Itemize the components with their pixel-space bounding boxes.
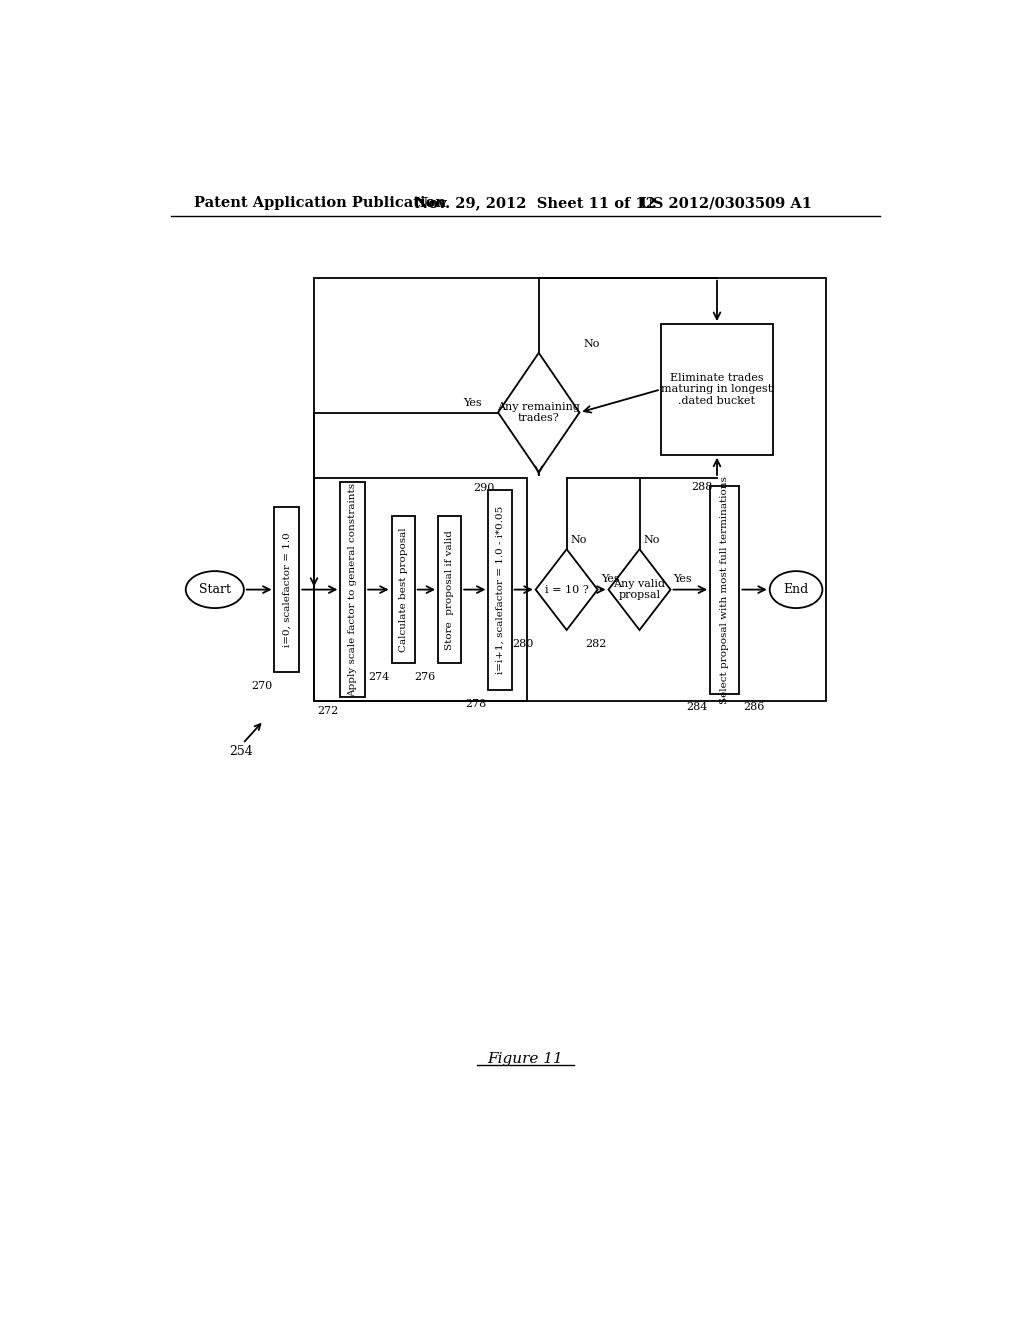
Text: i=i+1, scalefactor = 1.0 - i*0.05: i=i+1, scalefactor = 1.0 - i*0.05: [496, 506, 505, 673]
Text: Yes: Yes: [601, 574, 620, 583]
Text: 254: 254: [228, 744, 253, 758]
Text: 278: 278: [465, 698, 486, 709]
Text: 274: 274: [368, 672, 389, 681]
Text: Any remaining
trades?: Any remaining trades?: [498, 401, 581, 424]
Bar: [488, 490, 512, 689]
Text: No: No: [584, 339, 600, 348]
Text: i = 10 ?: i = 10 ?: [545, 585, 589, 594]
Text: No: No: [643, 535, 659, 545]
Text: Yes: Yes: [463, 399, 482, 408]
Text: End: End: [783, 583, 809, 597]
Text: US 2012/0303509 A1: US 2012/0303509 A1: [640, 197, 811, 210]
Text: Figure 11: Figure 11: [487, 1052, 562, 1067]
Bar: [314, 277, 825, 701]
Text: 284: 284: [686, 702, 708, 713]
Text: Select proposal with most full terminations: Select proposal with most full terminati…: [720, 475, 729, 704]
Text: 272: 272: [316, 706, 338, 717]
Text: Calculate best proposal: Calculate best proposal: [398, 527, 408, 652]
Text: No: No: [570, 535, 587, 545]
Text: 288: 288: [692, 482, 713, 492]
Text: Yes: Yes: [674, 574, 692, 583]
Text: 270: 270: [251, 681, 272, 692]
Bar: [314, 478, 527, 701]
Text: i=0, scalefactor = 1.0: i=0, scalefactor = 1.0: [283, 532, 292, 647]
Text: 290: 290: [473, 483, 495, 492]
Bar: [710, 486, 739, 693]
Text: Eliminate trades
maturing in longest
.dated bucket: Eliminate trades maturing in longest .da…: [662, 372, 773, 407]
Text: 286: 286: [743, 702, 765, 713]
Bar: [340, 482, 366, 697]
Text: Patent Application Publication: Patent Application Publication: [194, 197, 445, 210]
Text: Nov. 29, 2012  Sheet 11 of 12: Nov. 29, 2012 Sheet 11 of 12: [415, 197, 655, 210]
Text: 280: 280: [512, 639, 534, 649]
Text: Store  proposal if valid: Store proposal if valid: [445, 529, 454, 649]
Bar: [274, 507, 299, 672]
Text: Apply scale factor to general constraints: Apply scale factor to general constraint…: [348, 483, 357, 697]
Text: 276: 276: [415, 672, 435, 681]
Text: Start: Start: [199, 583, 230, 597]
Bar: [438, 516, 461, 663]
Bar: [391, 516, 415, 663]
Text: 282: 282: [585, 639, 606, 649]
Text: Any valid
propsal: Any valid propsal: [613, 578, 666, 601]
Bar: [660, 323, 773, 455]
